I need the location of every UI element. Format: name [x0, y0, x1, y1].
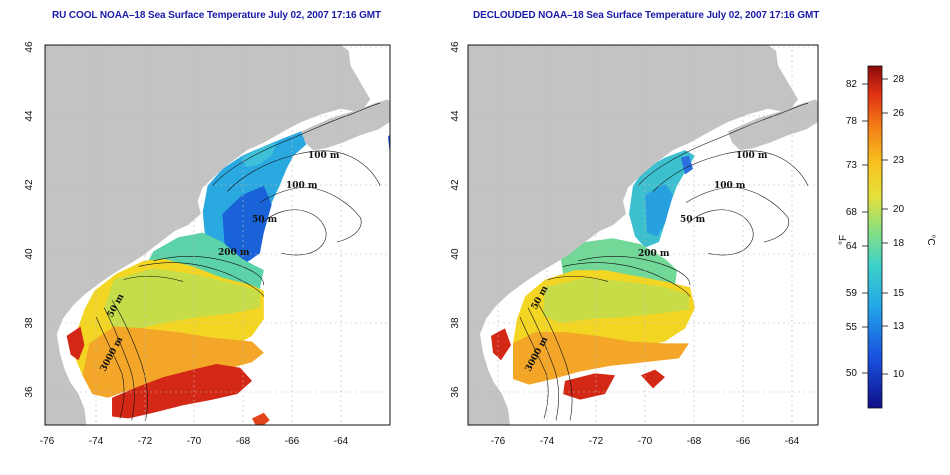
f-tick: 68 [846, 207, 858, 218]
x-tick: -70 [638, 436, 653, 447]
c-tick: 18 [893, 238, 905, 249]
contour-label: 50 m [252, 215, 278, 225]
x-tick: -64 [334, 436, 349, 447]
map-title-right: DECLOUDED NOAA–18 Sea Surface Temperatur… [473, 10, 820, 21]
celsius-label: °C [925, 234, 936, 245]
y-tick: 44 [24, 110, 35, 122]
x-tick: -70 [187, 436, 202, 447]
temperature-colorbar: 82 78 73 68 64 59 55 50 28 26 23 20 18 1… [838, 65, 936, 409]
f-tick: 82 [846, 79, 858, 90]
f-tick: 50 [846, 368, 858, 379]
y-tick: 42 [24, 179, 35, 191]
c-tick: 10 [893, 369, 905, 380]
y-tick: 46 [450, 41, 461, 53]
x-tick: -68 [687, 436, 702, 447]
map-title-left: RU COOL NOAA–18 Sea Surface Temperature … [52, 10, 382, 21]
contour-label: 100 m [286, 181, 318, 191]
x-tick: -76 [491, 436, 506, 447]
f-tick: 78 [846, 116, 858, 127]
x-tick: -72 [589, 436, 604, 447]
fahrenheit-label: °F [838, 235, 849, 245]
contour-label: 100 m [714, 181, 746, 191]
x-tick: -68 [236, 436, 251, 447]
y-tick: 36 [24, 386, 35, 398]
y-tick: 42 [450, 179, 461, 191]
c-tick: 28 [893, 74, 905, 85]
f-tick: 59 [846, 288, 858, 299]
contour-label: 100 m [308, 151, 340, 161]
f-tick: 64 [846, 241, 858, 252]
y-tick: 40 [24, 248, 35, 260]
colorbar-gradient [867, 65, 883, 409]
c-tick: 20 [893, 204, 905, 215]
contour-label: 100 m [736, 151, 768, 161]
contour-label: 200 m [218, 248, 250, 258]
c-tick: 26 [893, 108, 905, 119]
contour-label: 200 m [638, 249, 670, 259]
x-tick: -74 [89, 436, 104, 447]
f-tick: 73 [846, 160, 858, 171]
y-tick: 44 [450, 110, 461, 122]
y-tick: 38 [450, 317, 461, 329]
x-tick: -64 [785, 436, 800, 447]
y-tick: 46 [24, 41, 35, 53]
y-tick: 40 [450, 248, 461, 260]
c-tick: 13 [893, 321, 905, 332]
y-tick: 38 [24, 317, 35, 329]
x-tick: -74 [540, 436, 555, 447]
y-tick: 36 [450, 386, 461, 398]
x-tick: -66 [736, 436, 751, 447]
c-tick: 15 [893, 288, 905, 299]
contour-label: 50 m [680, 215, 706, 225]
f-tick: 55 [846, 322, 858, 333]
x-tick: -72 [138, 436, 153, 447]
c-tick: 23 [893, 155, 905, 166]
x-tick: -66 [285, 436, 300, 447]
map-panel-right: 100 m 100 m 50 m 200 m 50 m 3000 m -76 -… [450, 41, 819, 447]
map-panel-left: 100 m 100 m 50 m 200 m 50 m 3000 m -76 -… [24, 41, 391, 447]
x-tick: -76 [40, 436, 55, 447]
